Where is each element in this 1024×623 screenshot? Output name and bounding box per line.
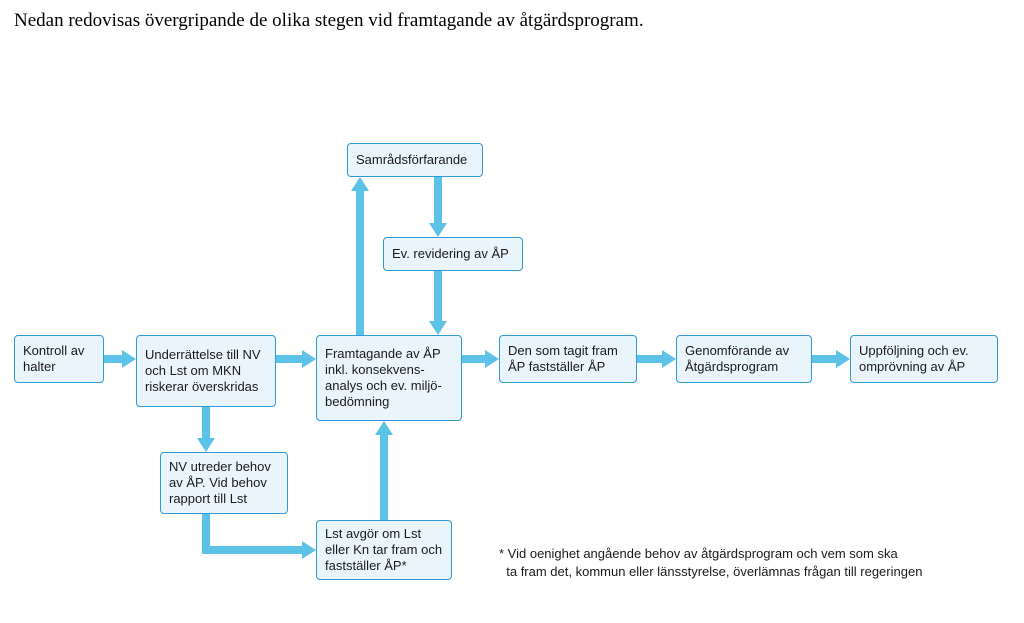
node-label: Genomförande av Åtgärdsprogram	[685, 343, 803, 376]
footnote-line: ta fram det, kommun eller länsstyrelse, …	[506, 564, 922, 579]
node-label: NV utreder behov av ÅP. Vid behov rappor…	[169, 459, 279, 508]
node-genomf: Genomförande av Åtgärdsprogram	[676, 335, 812, 383]
node-label: Kontroll av halter	[23, 343, 95, 376]
footnote-line: * Vid oenighet angående behov av åtgärds…	[499, 546, 898, 561]
node-framtag: Framtagande av ÅP inkl. konsekvens-analy…	[316, 335, 462, 421]
node-kontroll: Kontroll av halter	[14, 335, 104, 383]
page-title: Nedan redovisas övergripande de olika st…	[14, 10, 644, 32]
node-nvutr: NV utreder behov av ÅP. Vid behov rappor…	[160, 452, 288, 514]
node-label: Den som tagit fram ÅP fastställer ÅP	[508, 343, 628, 376]
node-label: Framtagande av ÅP inkl. konsekvens-analy…	[325, 346, 453, 411]
node-lstavg: Lst avgör om Lst eller Kn tar fram och f…	[316, 520, 452, 580]
node-label: Uppföljning och ev. omprövning av ÅP	[859, 343, 989, 376]
node-samrad: Samrådsförfarande	[347, 143, 483, 177]
node-underr: Underrättelse till NV och Lst om MKN ris…	[136, 335, 276, 407]
node-label: Underrättelse till NV och Lst om MKN ris…	[145, 347, 267, 396]
edges-layer	[0, 0, 1024, 623]
node-uppf: Uppföljning och ev. omprövning av ÅP	[850, 335, 998, 383]
footnote: * Vid oenighet angående behov av åtgärds…	[499, 545, 922, 580]
node-label: Ev. revidering av ÅP	[392, 246, 509, 262]
node-label: Samrådsförfarande	[356, 152, 467, 168]
node-label: Lst avgör om Lst eller Kn tar fram och f…	[325, 526, 443, 575]
node-evrev: Ev. revidering av ÅP	[383, 237, 523, 271]
diagram-canvas: Nedan redovisas övergripande de olika st…	[0, 0, 1024, 623]
node-densom: Den som tagit fram ÅP fastställer ÅP	[499, 335, 637, 383]
